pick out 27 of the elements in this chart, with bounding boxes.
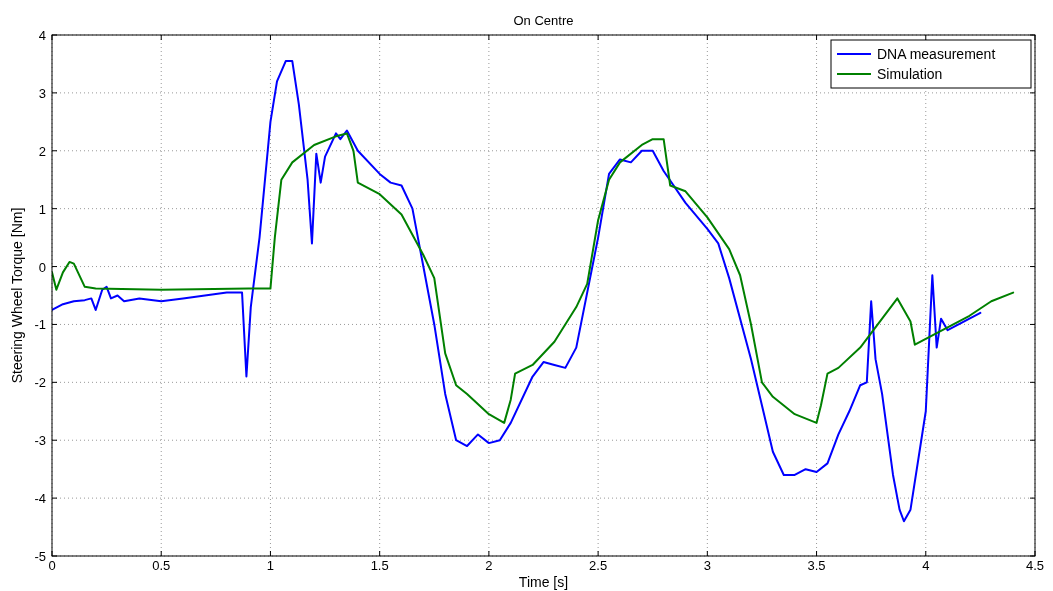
y-axis-title: Steering Wheel Torque [Nm] bbox=[9, 207, 25, 384]
line-series bbox=[52, 132, 1015, 424]
x-tick-label: 3 bbox=[703, 558, 711, 573]
x-tick-label: 2.5 bbox=[589, 558, 608, 573]
y-tick-label: -4 bbox=[34, 491, 46, 507]
y-tick-label: 1 bbox=[38, 201, 46, 217]
x-tick-label: 4 bbox=[922, 558, 930, 573]
legend-label: DNA measurement bbox=[877, 46, 996, 62]
x-tick-label: 0.5 bbox=[152, 558, 171, 573]
chart-title: On Centre bbox=[513, 13, 574, 28]
y-tick-label: -2 bbox=[34, 375, 46, 391]
y-tick-label: -5 bbox=[34, 549, 46, 564]
x-tick-label: 1.5 bbox=[370, 558, 389, 573]
y-tick-label: 4 bbox=[38, 28, 46, 43]
x-tick-label: 2 bbox=[485, 558, 493, 573]
y-tick-label: 2 bbox=[38, 143, 46, 159]
legend-label: Simulation bbox=[877, 66, 943, 82]
line-series bbox=[52, 60, 982, 523]
y-tick-label: 0 bbox=[38, 259, 46, 275]
y-tick-label: 3 bbox=[38, 85, 46, 101]
x-tick-label: 1 bbox=[266, 558, 275, 573]
y-tick-label: -3 bbox=[34, 433, 46, 449]
x-tick-label: 4.5 bbox=[1025, 558, 1045, 573]
x-axis-title: Time [s] bbox=[518, 574, 569, 590]
x-tick-label: 3.5 bbox=[807, 558, 826, 573]
y-tick-label: -1 bbox=[34, 317, 46, 333]
x-tick-label: 0 bbox=[48, 558, 56, 573]
